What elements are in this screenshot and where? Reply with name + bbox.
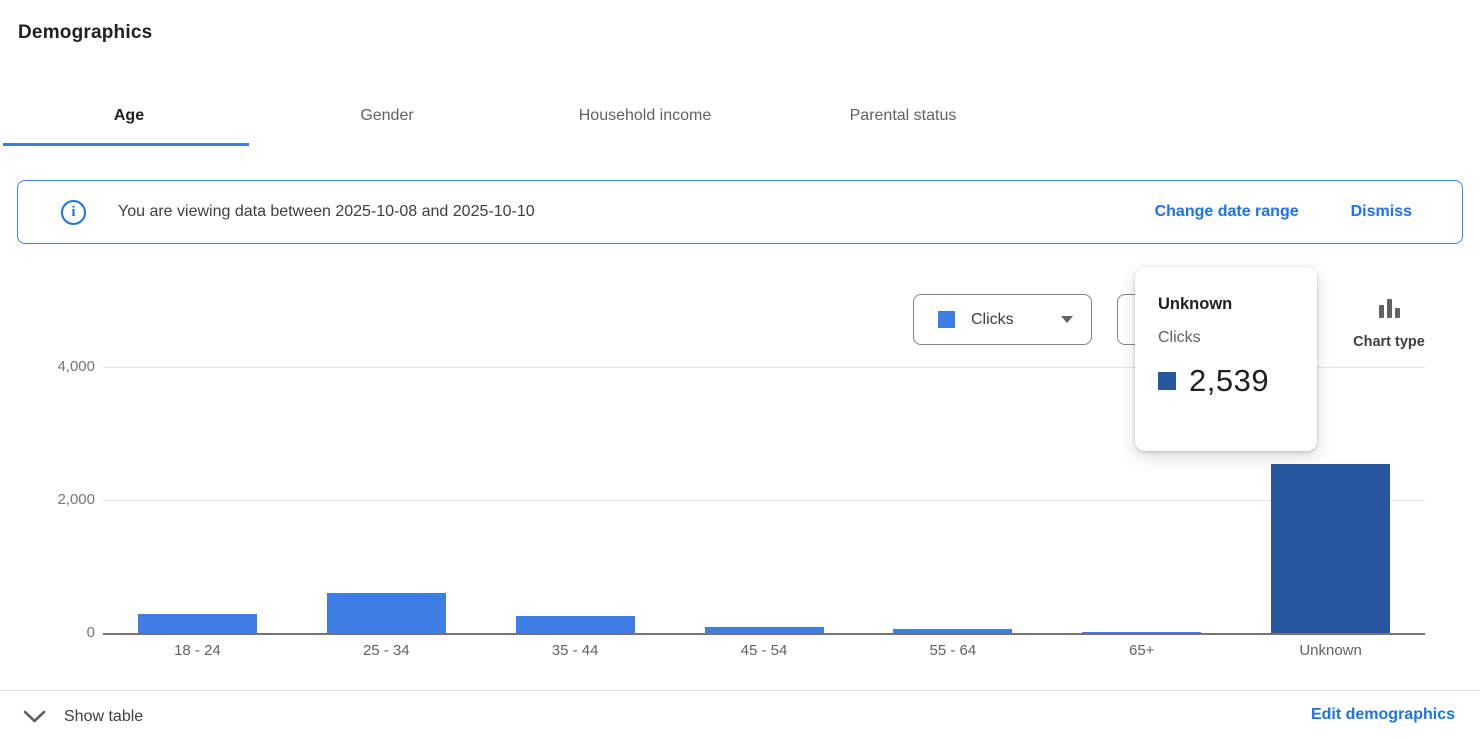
footer-divider: [0, 690, 1480, 691]
show-table-toggle[interactable]: Show table: [22, 702, 143, 732]
edit-demographics-link[interactable]: Edit demographics: [1310, 706, 1455, 723]
tab-gender[interactable]: Gender: [360, 107, 414, 124]
dismiss-link[interactable]: Dismiss: [1350, 203, 1412, 220]
x-axis-label: 55 - 64: [929, 642, 977, 659]
bar-18-24[interactable]: [137, 614, 257, 633]
chart-type-label: Chart type: [1353, 334, 1425, 350]
tooltip-category: Unknown: [1158, 295, 1233, 313]
x-axis-labels: 18 - 24 25 - 34 35 - 44 45 - 54 55 - 64 65+ Un…: [103, 642, 1425, 659]
banner-message: You are viewing data between 2025-10-08 …: [118, 203, 535, 220]
y-axis-label: 4,000: [57, 358, 95, 375]
bar-25-34[interactable]: [326, 593, 446, 633]
chart-bars: [103, 367, 1425, 633]
tab-household-income[interactable]: Household income: [578, 107, 712, 124]
bar-55-64[interactable]: [893, 629, 1013, 633]
bar-unknown[interactable]: [1271, 464, 1391, 633]
show-table-label: Show table: [64, 708, 144, 725]
y-axis-label: 0: [86, 624, 95, 641]
date-range-banner: i You are viewing data between 2025-10-0…: [17, 180, 1463, 244]
page-title: Demographics: [18, 22, 153, 43]
tab-age[interactable]: Age: [0, 86, 258, 146]
x-axis-label: Unknown: [1299, 642, 1362, 659]
x-axis-label: 18 - 24: [174, 642, 221, 659]
tab-bar: Age Gender Household income Parental sta…: [0, 86, 1032, 146]
metric-color-swatch: [938, 311, 955, 328]
chevron-down-icon: [23, 710, 46, 723]
bar-65+[interactable]: [1082, 631, 1202, 633]
x-axis-label: 45 - 54: [740, 642, 788, 659]
x-axis-label: 25 - 34: [362, 642, 410, 659]
tooltip-value: 2,539: [1189, 363, 1270, 398]
y-axis-label: 2,000: [57, 491, 95, 508]
info-icon: i: [61, 199, 86, 225]
metric-selector[interactable]: Clicks: [913, 294, 1092, 345]
bar-35-44[interactable]: [515, 616, 635, 633]
x-axis-label: 35 - 44: [551, 642, 599, 659]
chart-tooltip: Unknown Clicks 2,539: [1135, 267, 1317, 451]
x-axis-label: 65+: [1129, 642, 1155, 659]
tooltip-metric: Clicks: [1158, 329, 1201, 346]
change-date-range-link[interactable]: Change date range: [1154, 203, 1299, 220]
metric-selector-label: Clicks: [971, 310, 1014, 328]
bar-45-54[interactable]: [704, 627, 824, 633]
tab-parental-status[interactable]: Parental status: [849, 107, 957, 124]
x-axis-baseline: [103, 633, 1425, 635]
chevron-down-icon: [1061, 316, 1073, 323]
tooltip-color-swatch: [1158, 372, 1176, 390]
bar-chart-icon: [1379, 299, 1400, 318]
chart-type-button[interactable]: Chart type: [1339, 294, 1439, 350]
